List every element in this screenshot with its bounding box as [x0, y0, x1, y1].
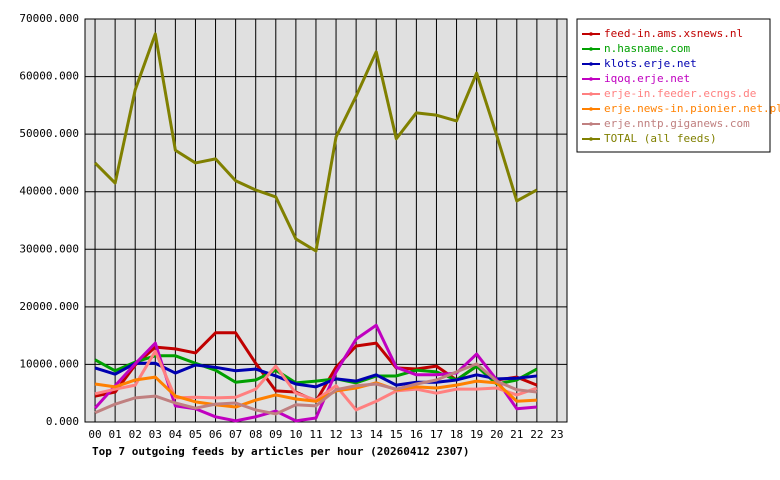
x-tick-label: 17 — [430, 428, 443, 441]
x-tick-label: 04 — [169, 428, 183, 441]
x-tick-label: 20 — [490, 428, 503, 441]
x-tick-label: 13 — [350, 428, 363, 441]
legend-dot — [589, 32, 593, 36]
legend-label: n.hasname.com — [604, 42, 690, 55]
y-tick-label: 10000.000 — [19, 357, 79, 370]
x-tick-label: 22 — [530, 428, 543, 441]
legend-box — [576, 18, 771, 153]
series-line — [94, 354, 538, 386]
x-tick-label: 00 — [88, 428, 101, 441]
y-tick-label: 60000.000 — [19, 70, 79, 83]
series-line — [94, 361, 538, 389]
x-tick-label: 14 — [370, 428, 384, 441]
legend-dot — [589, 137, 593, 141]
y-tick-label: 40000.000 — [19, 185, 79, 198]
x-tick-label: 21 — [510, 428, 523, 441]
x-tick-label: 03 — [149, 428, 162, 441]
legend-label: erje-in.feeder.ecngs.de — [604, 87, 756, 100]
x-tick-label: 02 — [129, 428, 142, 441]
x-tick-label: 16 — [410, 428, 423, 441]
series-line — [94, 362, 538, 416]
x-tick-label: 09 — [269, 428, 282, 441]
x-tick-label: 08 — [249, 428, 262, 441]
legend-label: iqoq.erje.net — [604, 72, 690, 85]
legend-label: feed-in.ams.xsnews.nl — [604, 27, 743, 40]
legend-label: erje.nntp.giganews.com — [604, 117, 750, 130]
x-tick-label: 06 — [209, 428, 222, 441]
y-tick-label: 50000.000 — [19, 127, 79, 140]
x-tick-label: 15 — [390, 428, 403, 441]
x-tick-label: 19 — [470, 428, 483, 441]
x-tick-label: 10 — [289, 428, 302, 441]
legend-label: klots.erje.net — [604, 57, 697, 70]
x-tick-label: 07 — [229, 428, 242, 441]
x-tick-label: 01 — [109, 428, 122, 441]
legend-dot — [589, 122, 593, 126]
legend-label: TOTAL (all feeds) — [604, 132, 717, 145]
legend-dot — [589, 62, 593, 66]
x-tick-label: 11 — [309, 428, 322, 441]
plot-border — [84, 18, 568, 423]
x-tick-label: 18 — [450, 428, 463, 441]
x-tick-label: 12 — [329, 428, 342, 441]
legend-dot — [589, 47, 593, 51]
y-tick-label: 70000.000 — [19, 12, 79, 25]
y-tick-label: 20000.000 — [19, 300, 79, 313]
legend-dot — [589, 77, 593, 81]
series-line — [94, 375, 537, 409]
x-tick-label: 23 — [550, 428, 563, 441]
chart-title: Top 7 outgoing feeds by articles per hou… — [92, 445, 470, 458]
legend-dot — [589, 92, 593, 96]
y-tick-label: 30000.000 — [19, 242, 79, 255]
legend-label: erje.news-in.pionier.net.pl — [604, 102, 780, 115]
series-line — [93, 32, 538, 253]
y-tick-label: 0.000 — [46, 415, 79, 428]
plot-area — [85, 19, 567, 422]
legend-dot — [589, 107, 593, 111]
x-tick-label: 05 — [189, 428, 202, 441]
